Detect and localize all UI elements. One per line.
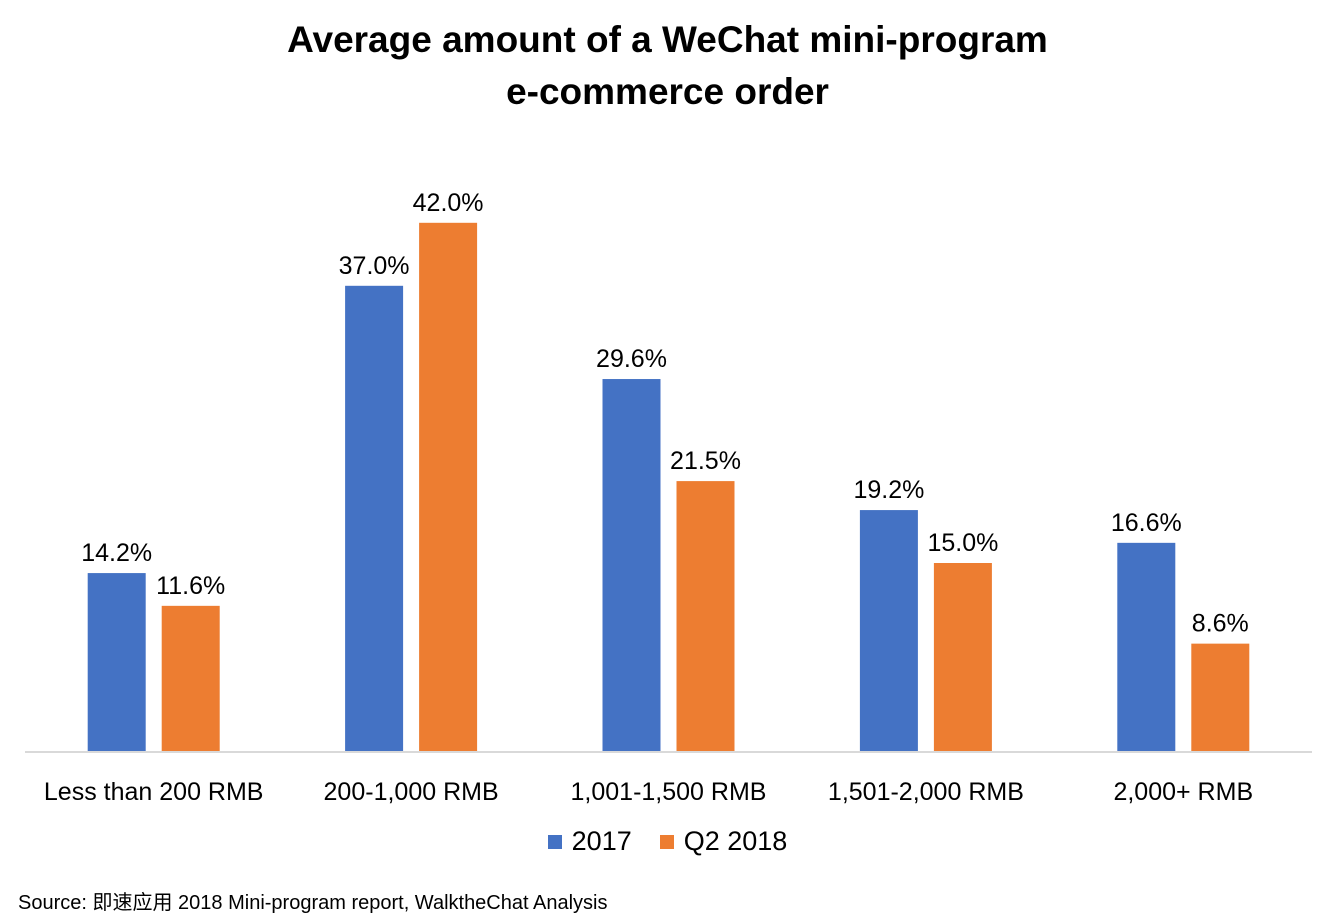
bar-q2-2018-2-000-rmb[interactable]	[1191, 643, 1250, 752]
data-label-q2-2018-2-000-rmb: 8.6%	[1192, 610, 1249, 638]
data-label-2017-1-001-1-500-rmb: 29.6%	[596, 345, 667, 373]
chart-title-line-1: Average amount of a WeChat mini-program	[287, 19, 1048, 60]
category-label-less-than-200-rmb: Less than 200 RMB	[44, 778, 264, 806]
category-label-200-1-000-rmb: 200-1,000 RMB	[324, 778, 499, 806]
chart-title-line-2: e-commerce order	[506, 71, 829, 112]
data-label-q2-2018-less-than-200-rmb: 11.6%	[156, 572, 225, 600]
category-label-2-000-rmb: 2,000+ RMB	[1113, 778, 1253, 806]
category-label-1-501-2-000-rmb: 1,501-2,000 RMB	[828, 778, 1024, 806]
legend-item-q2-2018[interactable]: Q2 2018	[659, 826, 788, 857]
legend-item-2017[interactable]: 2017	[547, 826, 632, 857]
legend-swatch-2017	[547, 834, 562, 849]
bar-q2-2018-less-than-200-rmb[interactable]	[161, 605, 220, 752]
bar-2017-1-001-1-500-rmb[interactable]	[602, 379, 661, 752]
bar-2017-200-1-000-rmb[interactable]	[345, 285, 404, 752]
legend-label-2017: 2017	[571, 826, 632, 856]
data-label-2017-1-501-2-000-rmb: 19.2%	[853, 476, 924, 504]
data-label-2017-2-000-rmb: 16.6%	[1111, 509, 1182, 537]
legend-swatch-q2-2018	[659, 834, 674, 849]
bar-2017-2-000-rmb[interactable]	[1117, 542, 1176, 752]
data-label-q2-2018-1-001-1-500-rmb: 21.5%	[670, 447, 741, 475]
data-label-q2-2018-1-501-2-000-rmb: 15.0%	[927, 529, 998, 557]
bar-2017-1-501-2-000-rmb[interactable]	[859, 510, 918, 752]
bar-q2-2018-1-501-2-000-rmb[interactable]	[933, 563, 992, 752]
data-label-q2-2018-200-1-000-rmb: 42.0%	[413, 189, 484, 217]
legend: 2017 Q2 2018	[0, 826, 1335, 857]
data-label-2017-200-1-000-rmb: 37.0%	[339, 252, 410, 280]
category-label-1-001-1-500-rmb: 1,001-1,500 RMB	[571, 778, 767, 806]
bar-2017-less-than-200-rmb[interactable]	[87, 573, 146, 752]
data-label-2017-less-than-200-rmb: 14.2%	[81, 539, 152, 567]
bar-q2-2018-200-1-000-rmb[interactable]	[419, 222, 478, 753]
legend-label-q2-2018: Q2 2018	[683, 826, 788, 856]
bar-q2-2018-1-001-1-500-rmb[interactable]	[676, 481, 735, 752]
chart-title: Average amount of a WeChat mini-program …	[0, 14, 1335, 118]
source-note: Source: 即速应用 2018 Mini-program report, W…	[18, 892, 608, 914]
